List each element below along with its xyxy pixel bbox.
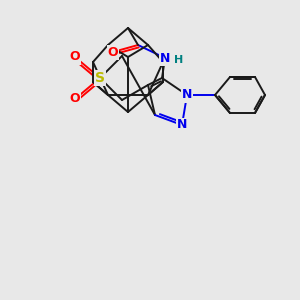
Text: O: O [108,46,118,59]
Text: N: N [182,88,192,101]
Text: S: S [95,71,105,85]
Text: H: H [174,55,183,65]
Text: N: N [160,52,170,64]
Text: N: N [177,118,187,131]
Text: O: O [70,92,80,106]
Text: O: O [70,50,80,64]
